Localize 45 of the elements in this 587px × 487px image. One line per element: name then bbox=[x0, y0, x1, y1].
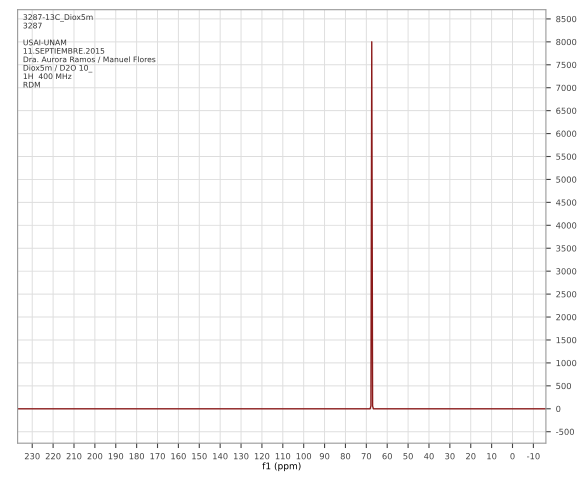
x-tick-label: 220 bbox=[46, 453, 61, 460]
x-tick-label: 230 bbox=[24, 453, 40, 460]
x-tick-label: 80 bbox=[340, 453, 350, 460]
x-tick-label: 120 bbox=[254, 453, 270, 460]
y-tick-label: 2500 bbox=[556, 291, 576, 298]
x-tick-label: 50 bbox=[403, 453, 413, 460]
y-tick-label: 0 bbox=[556, 406, 560, 412]
x-tick-label: 160 bbox=[171, 453, 186, 460]
x-tick-label: 190 bbox=[108, 453, 124, 460]
y-tick-label: 7500 bbox=[556, 62, 576, 68]
x-tick-label: 130 bbox=[234, 453, 248, 460]
x-tick-label: 0 bbox=[510, 453, 515, 460]
y-tick-label: 7000 bbox=[556, 84, 576, 91]
y-tick-label: 5000 bbox=[556, 176, 576, 183]
y-tick-label: 8000 bbox=[556, 38, 576, 46]
x-tick-label: 20 bbox=[466, 453, 476, 460]
y-tick-label: -500 bbox=[556, 428, 574, 435]
x-axis-title: f1 (ppm) bbox=[262, 462, 301, 472]
x-tick-label: 30 bbox=[445, 453, 455, 460]
x-tick-label: 170 bbox=[150, 453, 165, 460]
y-tick-label: 6000 bbox=[556, 130, 576, 137]
y-tick-label: 3000 bbox=[556, 268, 576, 274]
y-tick-label: 5500 bbox=[556, 153, 576, 160]
x-tick-label: 70 bbox=[362, 453, 372, 460]
x-tick-label: 90 bbox=[320, 453, 330, 460]
y-tick-label: 2000 bbox=[556, 314, 576, 320]
y-tick-label: 8500 bbox=[556, 16, 576, 22]
x-tick-label: -10 bbox=[526, 453, 540, 460]
y-tick-label: 1500 bbox=[556, 336, 576, 344]
y-tick-label: 4000 bbox=[556, 222, 576, 229]
y-tick-label: 3500 bbox=[556, 245, 576, 252]
y-tick-label: 500 bbox=[556, 382, 571, 390]
y-tick-label: 4500 bbox=[556, 199, 576, 206]
x-tick-label: 60 bbox=[382, 453, 392, 460]
x-tick-label: 10 bbox=[487, 453, 496, 460]
x-tick-label: 140 bbox=[213, 453, 228, 460]
x-tick-label: 180 bbox=[130, 453, 144, 460]
y-tick-label: 6500 bbox=[556, 108, 576, 114]
x-tick-label: 150 bbox=[192, 453, 207, 460]
x-tick-label: 110 bbox=[276, 453, 290, 460]
y-tick-label: 1000 bbox=[556, 360, 576, 366]
x-tick-label: 100 bbox=[296, 453, 312, 460]
x-tick-label: 40 bbox=[424, 453, 434, 460]
x-tick-label: 200 bbox=[88, 453, 102, 460]
x-tick-label: 210 bbox=[66, 453, 82, 460]
